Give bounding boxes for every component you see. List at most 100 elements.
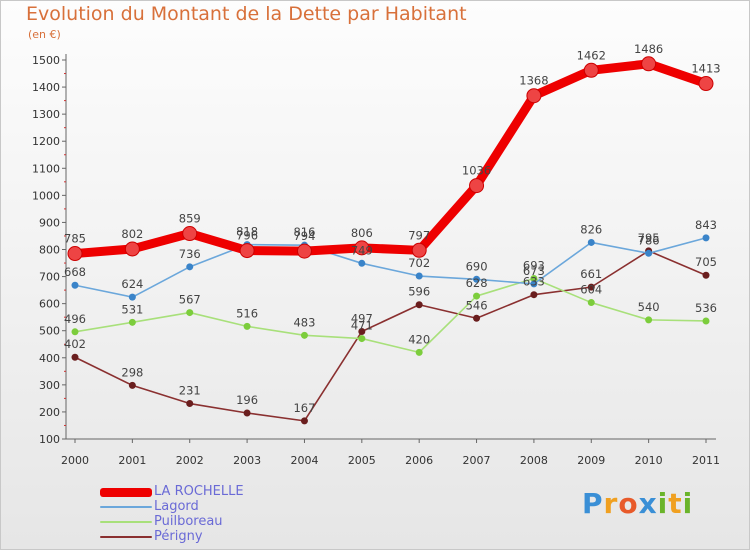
- series-line-la-rochelle: [70, 59, 711, 259]
- data-label-puilboreau: 693: [523, 258, 545, 272]
- data-label-lagord: 736: [179, 247, 201, 261]
- data-point-p-rigny: [587, 283, 595, 291]
- series-line-lagord: [74, 237, 707, 298]
- data-label-p-rigny: 596: [408, 285, 430, 299]
- data-label-la-rochelle: 1486: [634, 42, 663, 56]
- data-point-p-rigny: [415, 301, 423, 309]
- logo-letter: i: [657, 487, 669, 520]
- y-tick-label: 1300: [32, 108, 60, 121]
- legend-label: Puilboreau: [154, 514, 223, 529]
- data-point-la-rochelle: [124, 241, 140, 257]
- x-tick-label: 2003: [233, 454, 261, 467]
- data-point-puilboreau: [128, 318, 136, 326]
- data-point-p-rigny: [473, 314, 481, 322]
- data-point-lagord: [128, 293, 136, 301]
- data-point-p-rigny: [530, 291, 538, 299]
- x-tick-label: 2007: [463, 454, 491, 467]
- data-label-la-rochelle: 1036: [462, 164, 491, 178]
- data-point-puilboreau: [243, 322, 251, 330]
- x-tick-label: 2006: [405, 454, 433, 467]
- data-point-puilboreau: [71, 328, 79, 336]
- data-point-la-rochelle: [583, 62, 599, 78]
- data-point-puilboreau: [358, 335, 366, 343]
- logo-letter: r: [603, 487, 619, 520]
- data-point-p-rigny: [300, 417, 308, 425]
- y-tick-label: 1400: [32, 81, 60, 94]
- x-tick-label: 2010: [635, 454, 663, 467]
- data-label-p-rigny: 167: [293, 401, 315, 415]
- x-tick-label: 2005: [348, 454, 376, 467]
- data-point-lagord: [358, 259, 366, 267]
- data-label-puilboreau: 420: [408, 332, 430, 346]
- data-point-puilboreau: [702, 317, 710, 325]
- data-point-lagord: [415, 272, 423, 280]
- data-point-puilboreau: [530, 274, 538, 282]
- legend-swatch: [100, 536, 152, 538]
- data-label-p-rigny: 196: [236, 393, 258, 407]
- logo-letter: o: [618, 487, 639, 520]
- data-label-lagord: 816: [293, 225, 315, 239]
- x-tick-label: 2000: [61, 454, 89, 467]
- data-point-lagord: [645, 249, 653, 257]
- data-label-puilboreau: 516: [236, 306, 258, 320]
- legend-label: Lagord: [154, 499, 199, 514]
- data-label-la-rochelle: 859: [179, 212, 201, 226]
- data-point-la-rochelle: [67, 246, 83, 262]
- x-tick-label: 2002: [176, 454, 204, 467]
- data-point-p-rigny: [186, 400, 194, 408]
- data-label-la-rochelle: 802: [121, 227, 143, 241]
- data-point-puilboreau: [300, 331, 308, 339]
- x-tick-label: 2009: [577, 454, 605, 467]
- data-label-la-rochelle: 796: [236, 229, 258, 243]
- data-label-p-rigny: 546: [466, 298, 488, 312]
- data-point-la-rochelle: [296, 243, 312, 259]
- x-tick-label: 2011: [692, 454, 720, 467]
- data-point-la-rochelle: [641, 56, 657, 72]
- y-tick-label: 1100: [32, 162, 60, 175]
- chart-subtitle: (en €): [28, 28, 61, 41]
- data-point-la-rochelle: [239, 243, 255, 259]
- series-line-puilboreau: [74, 277, 707, 354]
- data-point-puilboreau: [645, 316, 653, 324]
- data-label-p-rigny: 661: [580, 267, 602, 281]
- logo-letter: P: [582, 487, 604, 520]
- data-label-lagord: 786: [638, 233, 660, 247]
- data-label-lagord: 749: [351, 243, 373, 257]
- data-point-la-rochelle: [698, 76, 714, 92]
- data-point-puilboreau: [186, 309, 194, 317]
- data-label-lagord: 668: [64, 265, 86, 279]
- legend-swatch: [100, 506, 152, 508]
- data-label-la-rochelle: 1413: [691, 62, 720, 76]
- y-tick-label: 900: [39, 216, 60, 229]
- data-label-p-rigny: 633: [523, 275, 545, 289]
- data-point-p-rigny: [358, 328, 366, 336]
- data-label-la-rochelle: 794: [293, 229, 315, 243]
- data-label-la-rochelle: 1368: [519, 74, 548, 88]
- data-point-p-rigny: [702, 271, 710, 279]
- data-point-p-rigny: [128, 381, 136, 389]
- data-point-la-rochelle: [182, 226, 198, 242]
- data-label-p-rigny: 497: [351, 312, 373, 326]
- data-label-puilboreau: 471: [351, 319, 373, 333]
- data-label-lagord: 624: [121, 277, 143, 291]
- y-tick-label: 700: [39, 271, 60, 284]
- legend-swatch: [100, 521, 152, 523]
- data-label-puilboreau: 496: [64, 312, 86, 326]
- data-point-lagord: [587, 238, 595, 246]
- data-label-p-rigny: 402: [64, 337, 86, 351]
- data-label-lagord: 818: [236, 225, 258, 239]
- data-label-lagord: 690: [466, 259, 488, 273]
- data-label-la-rochelle: 785: [64, 232, 86, 246]
- logo-letter: x: [638, 487, 658, 520]
- data-point-la-rochelle: [469, 178, 485, 194]
- proxiti-logo: Proxiti: [582, 487, 693, 520]
- data-point-p-rigny: [243, 409, 251, 417]
- logo-letter: i: [682, 487, 694, 520]
- data-label-puilboreau: 531: [121, 302, 143, 316]
- y-tick-label: 600: [39, 298, 60, 311]
- data-point-puilboreau: [415, 348, 423, 356]
- y-tick-label: 1000: [32, 189, 60, 202]
- data-label-la-rochelle: 1462: [577, 48, 606, 62]
- legend-swatch: [100, 488, 152, 497]
- y-tick-label: 1500: [32, 54, 60, 67]
